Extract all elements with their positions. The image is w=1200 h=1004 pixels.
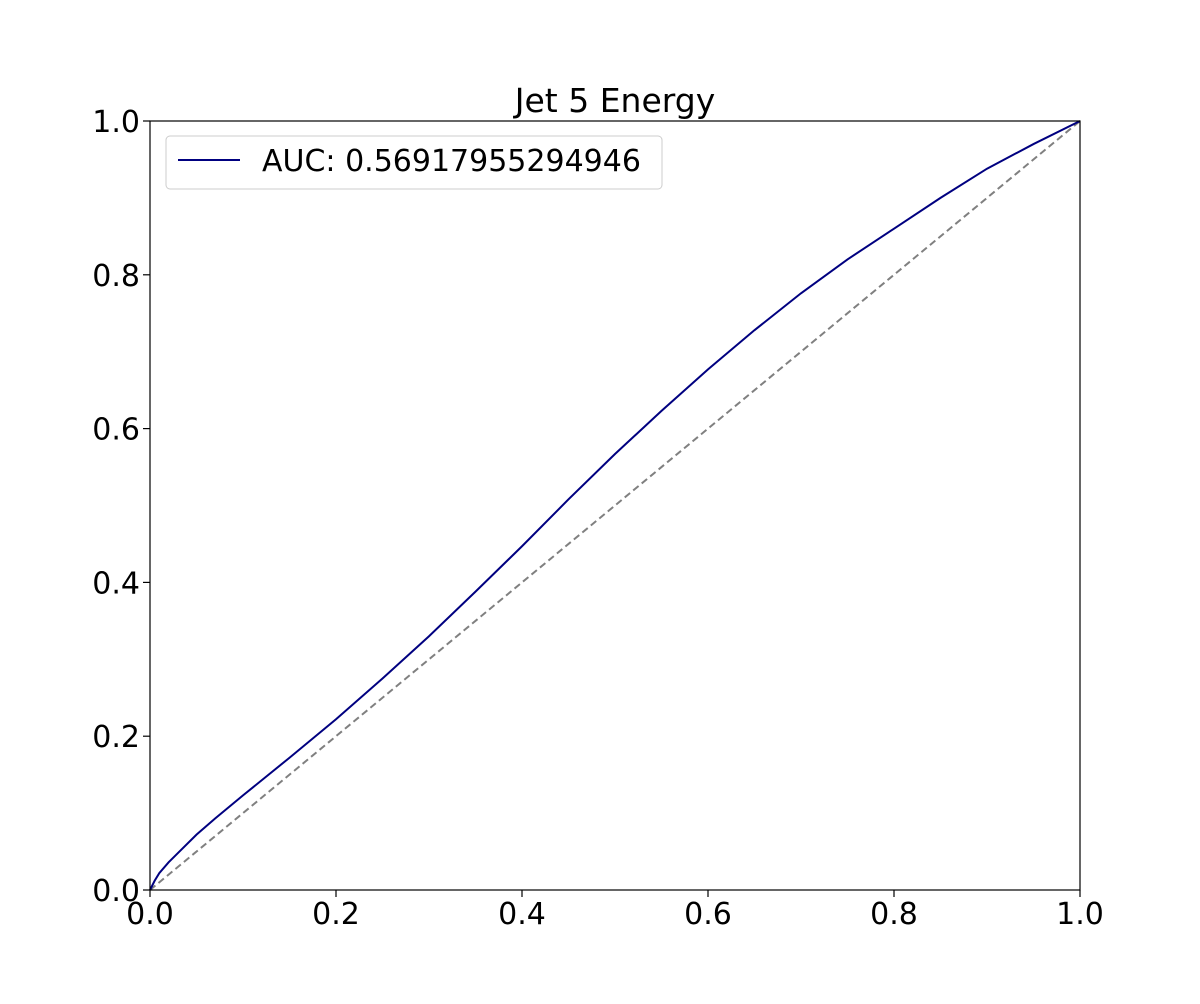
chart-title: Jet 5 Energy — [513, 81, 715, 120]
x-tick-label: 0.6 — [684, 897, 732, 932]
y-tick-label: 0.0 — [92, 874, 140, 909]
y-tick-label: 0.8 — [92, 259, 140, 294]
x-tick-label: 1.0 — [1056, 897, 1104, 932]
roc-curve-line — [149, 120, 1081, 891]
y-tick-label: 0.4 — [92, 566, 140, 601]
x-tick-label: 0.0 — [126, 897, 174, 932]
legend-label: AUC: 0.56917955294946 — [262, 144, 641, 179]
tick-layer: 0.0 0.2 0.4 0.6 0.8 1.0 0.0 0.2 0.4 0.6 0.8 1.0 — [92, 105, 1104, 932]
series-layer — [149, 120, 1081, 891]
y-tick-label: 0.2 — [92, 720, 140, 755]
y-tick-label: 1.0 — [92, 105, 140, 140]
plot-frame — [149, 120, 1081, 891]
x-tick-label: 0.2 — [312, 897, 360, 932]
chance-diagonal-line — [149, 120, 1081, 891]
legend: AUC: 0.56917955294946 — [165, 135, 663, 190]
x-tick-label: 0.8 — [870, 897, 918, 932]
y-tick-label: 0.6 — [92, 413, 140, 448]
legend-box — [165, 135, 663, 190]
x-tick-label: 0.4 — [498, 897, 546, 932]
